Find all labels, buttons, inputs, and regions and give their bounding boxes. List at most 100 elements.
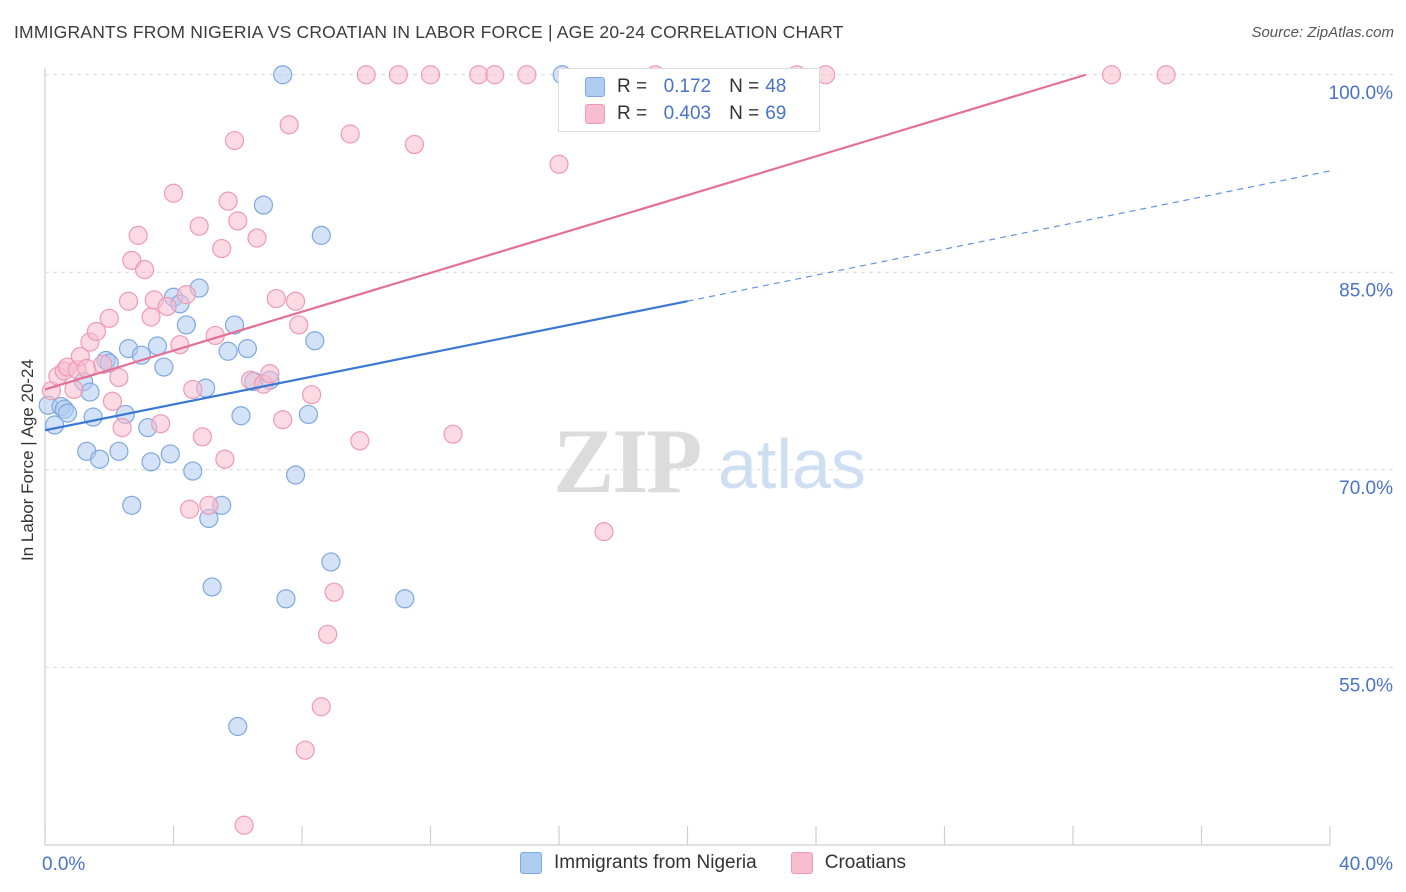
croatian-point: [163, 183, 184, 203]
nigeria-point: [311, 225, 331, 245]
croatian-point: [485, 65, 505, 85]
correlation-legend: R = 0.172 N = 48 R = 0.403 N = 69: [558, 68, 820, 132]
croatian-point: [1101, 65, 1122, 85]
nigeria-point: [83, 407, 103, 427]
nigeria-point: [147, 336, 168, 356]
croatian-point: [192, 427, 213, 447]
croatian-point: [224, 130, 245, 151]
croatian-point: [199, 495, 219, 515]
nigeria-point: [202, 577, 222, 597]
legend-swatch-blue: [585, 77, 605, 97]
croatian-point: [218, 191, 238, 211]
croatian-point: [118, 291, 139, 311]
croatian-point: [279, 115, 299, 135]
nigeria-point: [183, 461, 203, 481]
croatian-point: [388, 65, 408, 85]
croatian-point: [273, 410, 293, 430]
croatian-point: [141, 307, 161, 327]
nigeria-point: [273, 65, 293, 85]
nigeria-point: [395, 589, 415, 609]
nigeria-point: [305, 331, 325, 351]
legend-r-value: 0.172: [663, 76, 712, 97]
nigeria-point: [231, 406, 251, 426]
croatian-point: [247, 228, 267, 248]
y-tick-label: 85.0%: [1339, 280, 1393, 301]
legend-swatch-pink: [585, 104, 605, 124]
nigeria-point: [109, 441, 129, 461]
croatian-trend-line: [44, 73, 1087, 391]
croatian-point: [443, 424, 463, 444]
nigeria-point: [154, 357, 174, 377]
nigeria-point: [218, 341, 238, 361]
chart-title: IMMIGRANTS FROM NIGERIA VS CROATIAN IN L…: [14, 22, 844, 42]
legend-row-croatians: R = 0.403 N = 69: [585, 101, 786, 127]
nigeria-point: [298, 404, 319, 425]
nigeria-point: [285, 465, 306, 485]
watermark-atlas: atlas: [718, 425, 866, 503]
legend-item-nigeria: Immigrants from Nigeria: [520, 852, 757, 874]
legend-row-nigeria: R = 0.172 N = 48: [585, 74, 786, 100]
watermark-zip: ZIP: [553, 410, 700, 512]
x-tick-label-min: 0.0%: [42, 854, 85, 875]
croatian-point: [1156, 65, 1176, 85]
legend-r-label: R =: [617, 76, 648, 97]
croatian-point: [517, 65, 537, 85]
croatian-point: [311, 697, 331, 717]
nigeria-point: [276, 589, 296, 609]
croatian-point: [318, 624, 338, 644]
nigeria-point: [228, 716, 248, 737]
croatian-point: [189, 216, 209, 236]
croatian-point: [302, 385, 322, 405]
croatian-point: [212, 238, 232, 259]
croatian-point: [228, 211, 248, 231]
y-tick-label: 70.0%: [1339, 478, 1393, 499]
legend-r-value: 0.403: [663, 103, 712, 124]
legend-item-croatians: Croatians: [790, 852, 907, 874]
croatian-point: [128, 225, 148, 245]
croatian-point: [340, 124, 360, 144]
nigeria-point: [176, 315, 196, 335]
croatian-point: [112, 418, 132, 438]
nigeria-point: [160, 444, 180, 464]
source-credit: Source: ZipAtlas.com: [1251, 24, 1394, 41]
nigeria-point: [237, 339, 257, 359]
legend-label-nigeria: Immigrants from Nigeria: [554, 852, 757, 873]
legend-n-value: 69: [765, 103, 787, 124]
nigeria-trend-line: [44, 300, 688, 432]
x-tick-label-max: 40.0%: [1339, 854, 1393, 875]
croatian-point: [295, 740, 315, 760]
nigeria-point: [141, 452, 161, 472]
croatian-point: [183, 379, 203, 400]
legend-label-croatians: Croatians: [824, 852, 907, 873]
croatian-point: [86, 321, 107, 342]
croatian-point: [134, 260, 155, 280]
y-tick-label: 100.0%: [1329, 83, 1394, 104]
legend-n-label: N =: [729, 103, 760, 124]
croatian-point: [285, 291, 306, 311]
series-legend: Immigrants from Nigeria Croatians: [520, 852, 940, 874]
legend-n-value: 48: [765, 76, 787, 97]
legend-swatch-blue: [520, 852, 542, 874]
nigeria-point: [90, 449, 110, 469]
nigeria-point: [122, 495, 142, 515]
croatian-point: [109, 367, 129, 388]
croatian-point: [260, 364, 280, 384]
croatian-point: [215, 449, 235, 469]
legend-swatch-pink: [790, 852, 813, 874]
nigeria-point: [57, 403, 78, 423]
croatian-point: [102, 391, 123, 411]
croatian-point: [469, 65, 489, 85]
croatian-point: [350, 431, 370, 451]
croatian-point: [324, 582, 344, 602]
croatian-point: [234, 815, 254, 835]
y-axis-label: In Labor Force | Age 20-24: [18, 359, 37, 561]
croatian-point: [176, 285, 196, 305]
croatian-point: [151, 414, 171, 434]
croatian-point: [157, 296, 177, 317]
nigeria-point: [80, 382, 100, 402]
croatian-point: [356, 65, 376, 85]
nigeria-point: [224, 315, 245, 335]
y-tick-label: 55.0%: [1339, 675, 1393, 696]
croatian-point: [289, 315, 309, 335]
